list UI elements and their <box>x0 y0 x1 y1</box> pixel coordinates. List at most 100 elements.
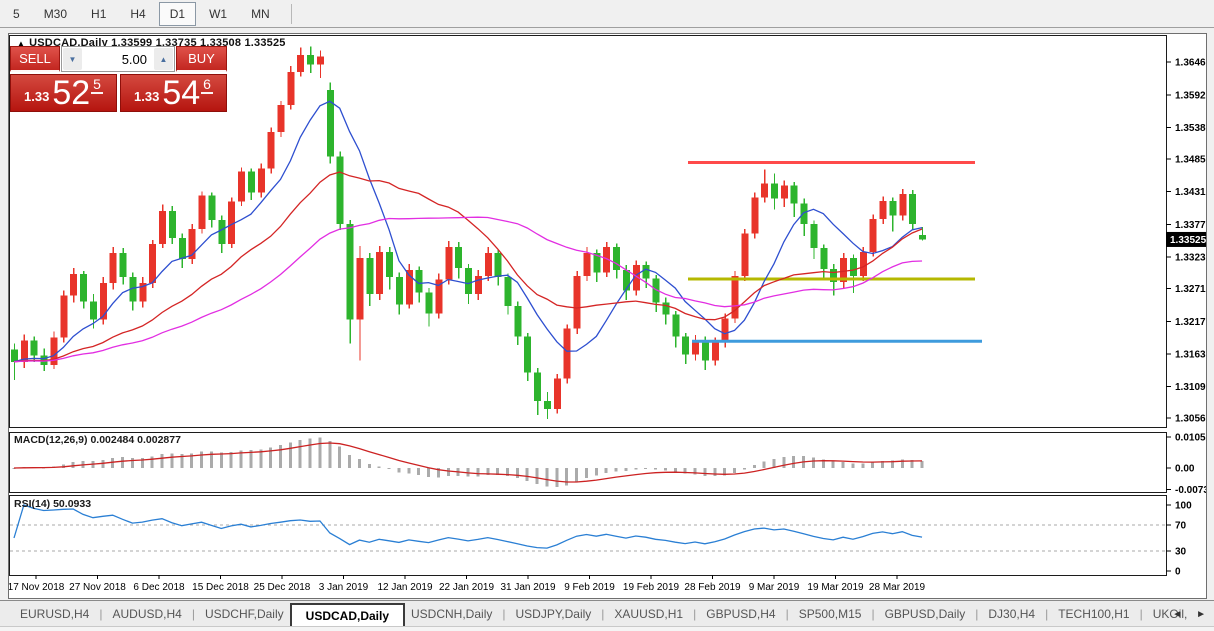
volume-input[interactable] <box>83 47 153 71</box>
svg-text:1.33525: 1.33525 <box>1170 235 1206 246</box>
buy-price-pip: 6 <box>201 76 213 94</box>
chart-tab-dj30-h4[interactable]: DJ30,H4 <box>988 606 1036 621</box>
chart-tab-gbpusd-h4[interactable]: GBPUSD,H4 <box>706 606 776 621</box>
toolbar-separator <box>290 3 292 24</box>
timeframe-button-MN[interactable]: MN <box>251 6 270 21</box>
svg-text:25 Dec 2018: 25 Dec 2018 <box>254 582 311 593</box>
chart-tab-ukoil[interactable]: UKOil, <box>1152 606 1188 621</box>
buy-price-big: 54 <box>162 74 201 112</box>
sell-price-big: 52 <box>52 74 91 112</box>
chart-tab-audusd-h4[interactable]: AUDUSD,H4 <box>112 606 182 621</box>
tab-scroll-arrows: ◄ ► <box>1172 601 1206 627</box>
buy-button[interactable]: BUY <box>176 46 227 72</box>
volume-increase-button[interactable]: ▲ <box>154 48 173 70</box>
tab-separator: | <box>99 606 103 621</box>
svg-text:19 Mar 2019: 19 Mar 2019 <box>807 582 864 593</box>
timeframe-button-M30[interactable]: M30 <box>43 6 68 21</box>
chart-window: 1.364601.359201.353801.348551.343151.337… <box>8 33 1207 599</box>
svg-text:22 Jan 2019: 22 Jan 2019 <box>439 582 494 593</box>
svg-text:19 Feb 2019: 19 Feb 2019 <box>623 582 680 593</box>
chart-tab-usdjpy-daily[interactable]: USDJPY,Daily <box>515 606 592 621</box>
svg-text:1.31090: 1.31090 <box>1175 382 1206 393</box>
chart-tab-usdchf-daily[interactable]: USDCHF,Daily <box>204 606 284 621</box>
svg-text:1.33775: 1.33775 <box>1175 220 1206 231</box>
rsi-line <box>13 504 923 549</box>
svg-text:28 Mar 2019: 28 Mar 2019 <box>869 582 926 593</box>
svg-text:0: 0 <box>1175 567 1181 578</box>
svg-text:12 Jan 2019: 12 Jan 2019 <box>377 582 432 593</box>
timeframe-button-H4[interactable]: H4 <box>130 6 146 21</box>
tab-scroll-right-icon[interactable]: ► <box>1196 608 1206 620</box>
indicator-axes: 0.010525 0.00 -0.0073 100 70 30 0 <box>1166 433 1206 578</box>
down-arrow-icon: ▼ <box>68 54 77 64</box>
tab-separator: | <box>502 606 506 621</box>
buy-price-prefix: 1.33 <box>134 89 160 104</box>
chart-tab-eurusd-h4[interactable]: EURUSD,H4 <box>20 606 90 621</box>
svg-text:1.35920: 1.35920 <box>1175 90 1206 101</box>
svg-text:1.32710: 1.32710 <box>1175 284 1206 295</box>
chart-tab-bar: EURUSD,H4 | AUDUSD,H4 | USDCHF,Daily USDCAD,D… <box>0 600 1214 627</box>
svg-text:3 Jan 2019: 3 Jan 2019 <box>319 582 369 593</box>
svg-text:-0.0073: -0.0073 <box>1175 485 1206 496</box>
svg-text:100: 100 <box>1175 501 1192 512</box>
chart-tab-xauusd-h1[interactable]: XAUUSD,H1 <box>614 606 684 621</box>
svg-text:1.36460: 1.36460 <box>1175 58 1206 69</box>
status-bar <box>0 626 1214 631</box>
price-chart[interactable]: 1.364601.359201.353801.348551.343151.337… <box>9 34 1206 598</box>
svg-text:17 Nov 2018: 17 Nov 2018 <box>9 582 65 593</box>
svg-text:15 Dec 2018: 15 Dec 2018 <box>192 582 249 593</box>
svg-text:27 Nov 2018: 27 Nov 2018 <box>69 582 126 593</box>
tab-separator: | <box>975 606 979 621</box>
date-axis[interactable]: 17 Nov 2018 27 Nov 2018 6 Dec 2018 15 Dec 2… <box>9 575 926 593</box>
svg-text:70: 70 <box>1175 520 1187 531</box>
macd-signal-line <box>13 442 923 483</box>
chart-tab-usdcnh-daily[interactable]: USDCNH,Daily <box>411 606 493 621</box>
svg-text:9 Feb 2019: 9 Feb 2019 <box>564 582 615 593</box>
rsi-indicator-label: RSI(14) 50.0933 <box>14 498 92 510</box>
svg-text:1.33235: 1.33235 <box>1175 252 1206 263</box>
rsi-pane-border <box>9 495 1167 576</box>
moving-average-slow <box>13 216 923 363</box>
volume-stepper: ▼ ▲ <box>61 46 175 72</box>
timeframe-button-5[interactable]: 5 <box>13 6 20 21</box>
current-price-label <box>1166 231 1206 247</box>
svg-text:1.32170: 1.32170 <box>1175 317 1206 328</box>
tab-separator: | <box>871 606 875 621</box>
tab-scroll-left-icon[interactable]: ◄ <box>1172 608 1183 620</box>
collapse-icon[interactable]: ▲ <box>17 39 26 48</box>
svg-text:1.34315: 1.34315 <box>1175 187 1206 198</box>
svg-text:1.30565: 1.30565 <box>1175 414 1206 425</box>
macd-histogram <box>12 437 924 488</box>
sell-button[interactable]: SELL <box>10 46 60 72</box>
chart-tab-usdcad-daily[interactable]: USDCAD,Daily <box>289 602 406 627</box>
svg-text:1.31630: 1.31630 <box>1175 349 1206 360</box>
svg-text:0.00: 0.00 <box>1175 464 1195 475</box>
timeframe-button-W1[interactable]: W1 <box>209 6 228 21</box>
timeframe-button-H1[interactable]: H1 <box>91 6 107 21</box>
tab-separator: | <box>1139 606 1143 621</box>
sell-price-pip: 5 <box>91 76 103 94</box>
svg-text:31 Jan 2019: 31 Jan 2019 <box>500 582 555 593</box>
tab-separator: | <box>785 606 789 621</box>
moving-average-fast <box>13 100 923 363</box>
svg-text:0.010525: 0.010525 <box>1175 433 1206 444</box>
chart-tab-gbpusd-daily[interactable]: GBPUSD,Daily <box>884 606 966 621</box>
moving-average-medium <box>13 171 923 363</box>
sell-price-prefix: 1.33 <box>24 89 50 104</box>
chart-tab-tech100-h1[interactable]: TECH100,H1 <box>1058 606 1130 621</box>
svg-text:28 Feb 2019: 28 Feb 2019 <box>684 582 741 593</box>
svg-text:30: 30 <box>1175 547 1187 558</box>
chart-tab-sp500-m15[interactable]: SP500,M15 <box>798 606 862 621</box>
price-axis[interactable]: 1.36460 1.35920 1.35380 1.34855 1.34315 1.337… <box>1166 58 1206 425</box>
tab-separator: | <box>191 606 195 621</box>
buy-price-quote[interactable]: 1.33 54 6 <box>120 74 227 112</box>
sell-price-quote[interactable]: 1.33 52 5 <box>10 74 117 112</box>
volume-decrease-button[interactable]: ▼ <box>63 48 82 70</box>
candles-layer <box>11 46 927 420</box>
tab-separator: | <box>601 606 605 621</box>
tab-separator: | <box>1045 606 1049 621</box>
svg-text:1.34855: 1.34855 <box>1175 155 1206 166</box>
timeframe-button-D1[interactable]: D1 <box>158 1 197 26</box>
svg-text:9 Mar 2019: 9 Mar 2019 <box>749 582 800 593</box>
